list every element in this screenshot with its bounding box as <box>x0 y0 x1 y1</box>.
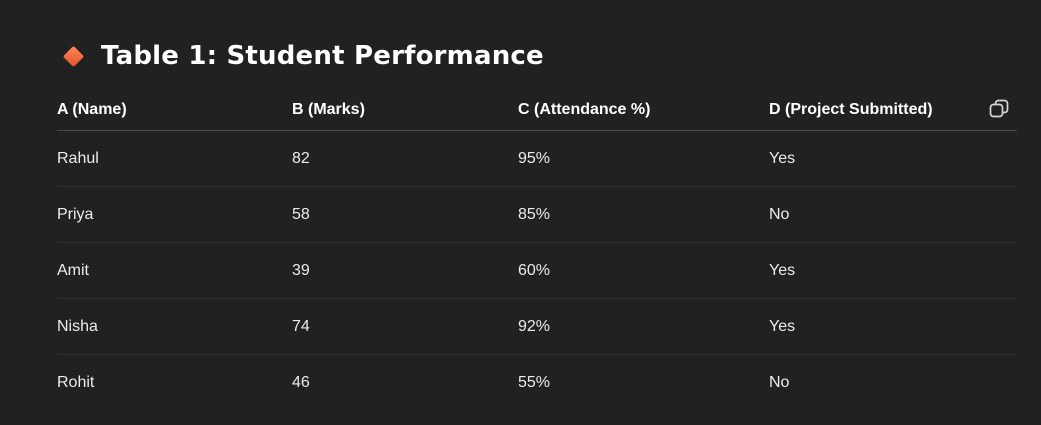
cell-project-submitted: Yes <box>769 130 1017 187</box>
column-header-marks: B (Marks) <box>292 90 518 131</box>
table-header-row: A (Name) B (Marks) C (Attendance %) D (P… <box>57 90 1017 131</box>
cell-marks: 46 <box>292 373 310 391</box>
cell-attendance: 55% <box>518 373 551 391</box>
cell-name: Amit <box>57 242 292 299</box>
cell-marks: 82 <box>292 130 518 187</box>
cell-project-submitted: No <box>769 373 790 391</box>
table-row: Rohit 46 55% No <box>57 355 1017 411</box>
cell-name: Rohit <box>57 373 95 391</box>
student-performance-table: A (Name) B (Marks) C (Attendance %) D (P… <box>57 90 1017 410</box>
orange-diamond-icon <box>63 46 83 66</box>
column-header-project-submitted: D (Project Submitted) <box>769 90 1017 131</box>
column-header-name: A (Name) <box>57 90 292 131</box>
cell-name: Rahul <box>57 130 292 187</box>
cell-project-submitted: No <box>769 186 1017 243</box>
column-header-attendance: C (Attendance %) <box>518 90 769 131</box>
cell-name: Nisha <box>57 298 292 355</box>
cell-attendance: 85% <box>518 186 769 243</box>
table-row: Rahul 82 95% Yes <box>57 130 1017 187</box>
table-row: Amit 39 60% Yes <box>57 242 1017 299</box>
table-title: Table 1: Student Performance <box>101 41 544 71</box>
cell-marks: 74 <box>292 298 518 355</box>
table-row: Priya 58 85% No <box>57 186 1017 243</box>
cell-attendance: 95% <box>518 130 769 187</box>
cell-project-submitted: Yes <box>769 242 1017 299</box>
cell-marks: 39 <box>292 242 518 299</box>
table-heading: Table 1: Student Performance <box>60 38 544 74</box>
cell-attendance: 92% <box>518 298 769 355</box>
table-row: Nisha 74 92% Yes <box>57 298 1017 355</box>
cell-marks: 58 <box>292 186 518 243</box>
cell-attendance: 60% <box>518 242 769 299</box>
cell-project-submitted: Yes <box>769 298 1017 355</box>
cell-name: Priya <box>57 186 292 243</box>
